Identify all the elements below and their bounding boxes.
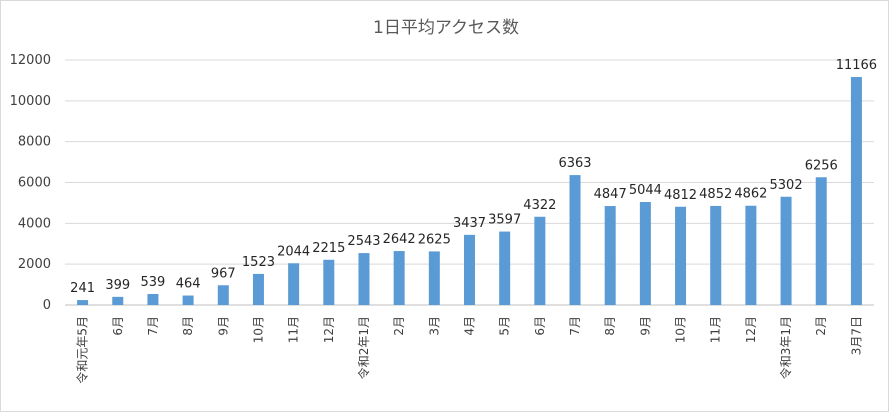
bar: [147, 293, 159, 305]
y-tick-label: 10000: [10, 94, 51, 109]
data-label: 241: [70, 281, 95, 296]
bar: [534, 216, 546, 305]
data-label: 4812: [664, 188, 697, 203]
data-label: 1523: [242, 255, 275, 270]
x-tick-label: 令和元年5月: [75, 316, 90, 384]
x-tick-label: 10月: [251, 316, 265, 343]
data-label: 5302: [770, 178, 803, 193]
y-tick-label: 2000: [18, 257, 51, 272]
data-label: 6363: [558, 156, 591, 171]
bar: [710, 205, 722, 305]
bar: [77, 300, 89, 305]
bar: [464, 234, 475, 305]
x-tick-label: 6月: [111, 316, 125, 336]
bar: [393, 251, 405, 305]
data-label: 2543: [347, 234, 380, 249]
bar: [358, 253, 370, 305]
data-label: 2044: [277, 244, 310, 259]
x-tick-label: 8月: [603, 316, 617, 336]
data-label: 399: [105, 278, 130, 293]
x-tick-label: 令和3年1月: [778, 316, 793, 379]
x-tick-label: 9月: [216, 316, 230, 336]
x-tick-label: 9月: [638, 316, 652, 336]
bar: [604, 206, 616, 305]
x-tick-label: 令和2年1月: [356, 316, 371, 379]
bar: [288, 263, 300, 305]
bar: [745, 205, 757, 305]
x-tick-label: 6月: [533, 316, 547, 336]
data-label: 3597: [488, 213, 521, 228]
gridlines: [65, 59, 874, 306]
bar: [252, 273, 264, 305]
y-tick-label: 12000: [10, 53, 51, 68]
bar: [675, 206, 687, 305]
data-label: 4852: [699, 187, 732, 202]
y-axis-ticks: 0 2000 4000 6000 8000 10000 12000: [10, 53, 51, 313]
y-tick-label: 0: [43, 298, 51, 313]
data-label: 4862: [734, 187, 767, 202]
bar: [428, 251, 440, 305]
bar: [112, 296, 124, 305]
bar: [780, 196, 792, 305]
chart-title: 1日平均アクセス数: [373, 18, 519, 38]
y-tick-label: 4000: [18, 216, 51, 231]
bar: [323, 259, 335, 305]
y-tick-label: 8000: [18, 135, 51, 150]
bar: [569, 175, 581, 305]
x-tick-label: 4月: [463, 316, 477, 336]
x-axis-ticks: 令和元年5月 6月 7月 8月 9月 10月 11月 12月 令和2年1月 2月 3月 4月 5月 6月 7…: [75, 316, 864, 384]
bar: [182, 295, 194, 305]
data-label: 2625: [418, 232, 451, 247]
x-tick-label: 2月: [392, 316, 406, 336]
data-label: 3437: [453, 216, 486, 231]
data-label: 4847: [594, 187, 627, 202]
bar: [815, 177, 827, 305]
x-tick-label: 7月: [568, 316, 582, 336]
data-label: 2215: [312, 241, 345, 256]
x-tick-label: 8月: [181, 316, 195, 336]
data-label: 2642: [383, 232, 416, 247]
data-label: 464: [176, 277, 201, 292]
data-label: 11166: [836, 58, 877, 73]
x-tick-label: 10月: [674, 316, 688, 343]
y-tick-label: 6000: [18, 176, 51, 191]
bar: [217, 285, 229, 305]
data-label: 967: [211, 266, 236, 281]
x-tick-label: 5月: [498, 316, 512, 336]
x-tick-label: 3月: [427, 316, 441, 336]
x-tick-label: 12月: [744, 316, 758, 343]
x-tick-label: 11月: [709, 316, 723, 343]
bar: [639, 202, 651, 305]
x-tick-label: 11月: [287, 316, 301, 343]
x-tick-label: 3月7日: [849, 316, 863, 355]
x-tick-label: 12月: [322, 316, 336, 343]
x-tick-label: 2月: [814, 316, 828, 336]
data-label: 5044: [629, 183, 662, 198]
data-label: 539: [141, 275, 166, 290]
bar: [499, 231, 511, 305]
data-label: 4322: [523, 198, 556, 213]
x-tick-label: 7月: [146, 316, 160, 336]
bars: [77, 77, 862, 305]
data-label: 6256: [805, 158, 838, 173]
bar: [850, 77, 862, 305]
